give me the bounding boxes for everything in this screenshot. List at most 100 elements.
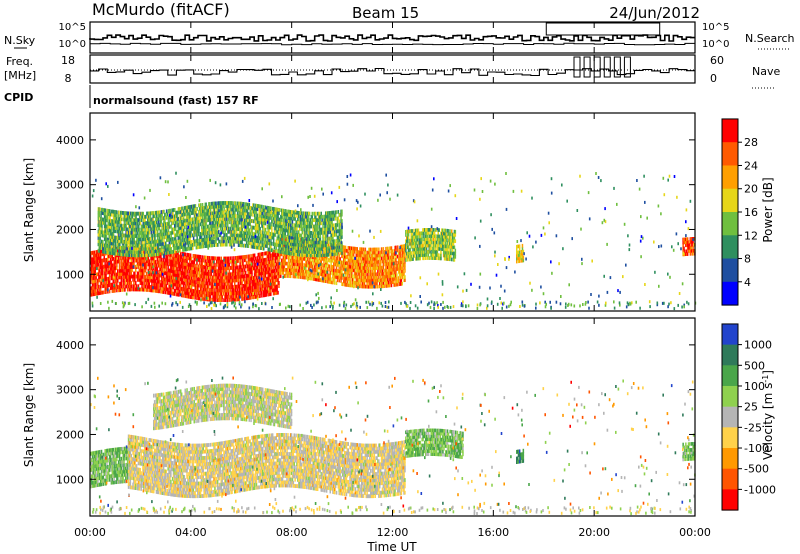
echo-cell: [141, 271, 143, 276]
echo-cell: [203, 277, 205, 282]
echo-cell: [216, 285, 218, 290]
echo-cell: [177, 263, 179, 268]
echo-cell: [283, 261, 286, 266]
echo-cell: [180, 290, 182, 294]
echo-cell: [354, 281, 357, 285]
echo-cell: [345, 270, 348, 275]
echo-cell: [322, 278, 324, 283]
echo-cell: [359, 275, 361, 279]
echo-cell: [313, 277, 315, 281]
echo-cell: [323, 269, 325, 274]
echo-cell: [114, 288, 116, 293]
echo-cell: [100, 271, 103, 276]
echo-cell: [378, 278, 380, 283]
echo-cell: [254, 282, 257, 286]
echo-cell: [347, 246, 349, 250]
echo-cell: [163, 261, 166, 266]
echo-cell: [181, 258, 184, 263]
echo-cell: [372, 257, 375, 261]
echo-cell: [219, 298, 222, 302]
echo-cell: [208, 291, 211, 296]
echo-cell: [111, 273, 114, 277]
echo-cell: [207, 275, 210, 279]
echo-cell: [217, 288, 220, 293]
echo-cell: [99, 281, 102, 286]
echo-cell: [239, 268, 241, 273]
echo-cell: [123, 271, 125, 276]
echo-cell: [100, 281, 103, 285]
echo-cell: [202, 284, 204, 288]
echo-cell: [139, 258, 141, 263]
echo-cell: [248, 286, 250, 291]
echo-cell: [212, 262, 214, 267]
echo-cell: [153, 276, 156, 280]
echo-cell: [267, 283, 269, 287]
echo-cell: [168, 281, 170, 286]
echo-cell: [203, 274, 205, 279]
echo-cell: [282, 258, 285, 263]
echo-cell: [162, 258, 165, 262]
echo-cell: [177, 257, 179, 262]
echo-cell: [174, 257, 177, 261]
echo-cell: [117, 269, 119, 274]
echo-cell: [357, 272, 359, 276]
echo-cell: [306, 269, 308, 274]
echo-cell: [369, 278, 371, 283]
echo-cell: [138, 274, 141, 279]
echo-cell: [124, 268, 126, 273]
echo-cell: [289, 249, 292, 254]
echo-cell: [237, 255, 240, 260]
echo-cell: [374, 263, 376, 267]
echo-cell: [152, 256, 154, 261]
echo-cell: [370, 247, 372, 252]
echo-cell: [102, 264, 105, 269]
echo-cell: [263, 283, 266, 288]
echo-cell: [368, 250, 370, 255]
echo-cell: [116, 288, 118, 293]
echo-cell: [223, 266, 225, 270]
echo-cell: [377, 284, 379, 289]
echo-cell: [315, 271, 317, 275]
echo-cell: [136, 258, 139, 263]
echo-cell: [115, 256, 117, 261]
echo-cell: [299, 241, 302, 245]
echo-cell: [205, 262, 207, 266]
echo-cell: [220, 256, 222, 261]
echo-cell: [167, 278, 169, 282]
echo-cell: [213, 294, 215, 299]
echo-cell: [336, 247, 339, 252]
echo-cell: [211, 288, 213, 293]
echo-cell: [292, 259, 295, 263]
echo-cell: [111, 282, 114, 287]
echo-cell: [273, 275, 276, 280]
echo-cell: [260, 287, 262, 292]
echo-cell: [382, 281, 385, 285]
echo-cell: [343, 267, 346, 271]
echo-cell: [333, 277, 335, 282]
echo-cell: [373, 266, 376, 270]
echo-cell: [309, 270, 312, 275]
echo-cell: [129, 262, 132, 266]
echo-cell: [189, 259, 191, 264]
echo-cell: [241, 293, 243, 298]
echo-cell: [115, 259, 117, 264]
echo-cell: [175, 282, 177, 287]
echo-cell: [145, 278, 148, 283]
echo-cell: [328, 267, 331, 272]
echo-cell: [178, 260, 180, 265]
echo-cell: [94, 266, 96, 271]
echo-cell: [228, 262, 231, 267]
echo-cell: [183, 287, 186, 292]
echo-cell: [169, 288, 171, 292]
echo-cell: [233, 278, 235, 283]
echo-cell: [251, 289, 253, 293]
echo-cell: [208, 262, 211, 267]
echo-cell: [248, 273, 250, 278]
echo-cell: [145, 281, 148, 286]
echo-cell: [271, 282, 274, 286]
echo-cell: [107, 257, 109, 262]
echo-cell: [373, 256, 376, 261]
echo-cell: [189, 256, 191, 261]
echo-cell: [379, 269, 381, 273]
echo-cell: [211, 265, 213, 270]
